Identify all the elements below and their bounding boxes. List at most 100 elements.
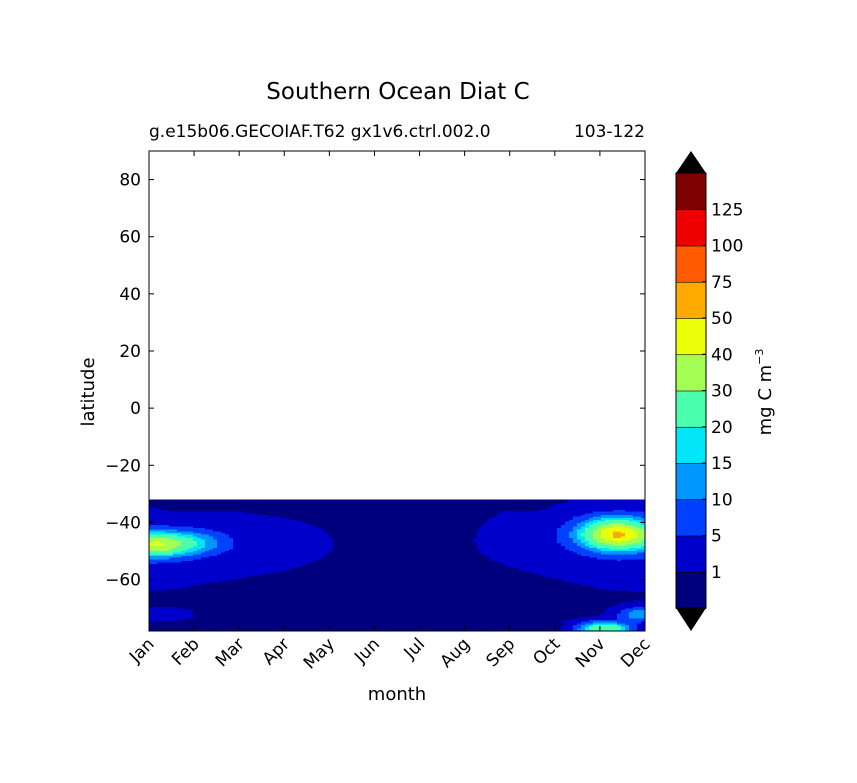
contour-cell: [325, 529, 478, 532]
contour-cell: [193, 530, 222, 534]
contour-cell: [205, 542, 218, 545]
contour-cell: [201, 547, 214, 550]
contour-cell: [229, 534, 330, 537]
contour-cell: [585, 519, 594, 522]
contour-cell: [621, 530, 638, 534]
contour-cell: [589, 619, 645, 622]
contour-cell: [601, 532, 614, 535]
contour-cell: [149, 542, 166, 545]
contour-cell: [473, 540, 558, 543]
contour-cell: [149, 509, 170, 512]
contour-cell: [289, 568, 522, 571]
contour-cell: [149, 612, 194, 616]
contour-cell: [625, 608, 645, 611]
contour-cell: [589, 517, 602, 520]
contour-cell: [149, 606, 178, 609]
contour-cell: [149, 608, 186, 611]
contour-cell: [149, 504, 554, 507]
contour-cell: [577, 524, 586, 527]
contour-cell: [173, 553, 194, 557]
contour-cell: [625, 627, 630, 630]
contour-cell: [637, 626, 645, 629]
contour-cell: [149, 516, 282, 519]
contour-cell: [193, 553, 218, 557]
contour-cell: [581, 532, 594, 535]
contour-cell: [561, 629, 574, 631]
contour-cell: [173, 547, 190, 550]
contour-cell: [149, 616, 194, 619]
contour-cell: [477, 534, 558, 537]
contour-cell: [149, 617, 186, 621]
contour-cell: [193, 614, 598, 617]
contour-cell: [149, 622, 566, 626]
contour-cell: [149, 576, 242, 580]
colorbar-tick-label: 20: [711, 418, 733, 438]
contour-cell: [185, 548, 198, 552]
contour-cell: [149, 621, 562, 624]
contour-cell: [581, 616, 618, 619]
contour-cell: [149, 522, 310, 525]
contour-cell: [621, 609, 634, 612]
contour-cell: [509, 565, 645, 568]
contour-cell: [333, 539, 474, 542]
contour-cell: [561, 542, 578, 545]
y-axis-label: latitude: [78, 357, 99, 426]
contour-cell: [161, 540, 182, 543]
contour-cell: [197, 548, 210, 552]
contour-cell: [597, 547, 610, 550]
y-tick-label: 20: [119, 342, 141, 362]
contour-cell: [201, 557, 322, 560]
contour-cell: [581, 624, 590, 627]
contour-cell: [601, 535, 614, 538]
contour-cell: [565, 619, 590, 622]
contour-cell: [565, 580, 645, 583]
contour-cell: [217, 553, 326, 557]
contour-cell: [613, 534, 626, 537]
contour-cell: [185, 535, 198, 538]
contour-cell: [621, 627, 626, 630]
contour-cell: [149, 619, 178, 622]
contour-cell: [573, 550, 594, 553]
colorbar-segment: [675, 535, 707, 573]
contour-cell: [573, 516, 594, 519]
contour-cell: [169, 509, 538, 512]
contour-cell: [641, 516, 645, 519]
contour-cell: [641, 522, 645, 525]
contour-cell: [497, 560, 645, 563]
contour-cell: [593, 621, 618, 624]
contour-cell: [605, 519, 630, 522]
y-axis: −60 −40 −20 0 20 40 60 80: [105, 171, 645, 591]
contour-cell: [477, 542, 562, 545]
contour-cell: [641, 545, 645, 548]
contour-cell: [161, 507, 546, 511]
contour-cell: [585, 629, 594, 631]
contour-cell: [601, 534, 614, 537]
contour-cell: [625, 532, 638, 535]
contour-cell: [597, 520, 638, 524]
contour-cell: [613, 525, 626, 529]
contour-cell: [557, 537, 574, 540]
contour-cell: [589, 548, 602, 552]
x-tick-label: Apr: [259, 634, 294, 669]
contour-cell: [193, 539, 206, 542]
contour-cell: [613, 509, 626, 512]
contour-cell: [561, 627, 574, 630]
contour-cell: [585, 537, 594, 540]
contour-cell: [497, 514, 582, 517]
x-tick-label: Mar: [212, 634, 249, 671]
contour-cell: [181, 542, 198, 545]
contour-cell: [205, 539, 218, 542]
contour-cell: [557, 529, 574, 532]
contour-cell: [637, 548, 645, 552]
contour-cell: [561, 624, 574, 627]
contour-cell: [617, 558, 622, 561]
contour-cell: [149, 550, 182, 553]
contour-cell: [281, 570, 530, 573]
contour-cell: [573, 537, 578, 540]
contour-cell: [205, 543, 218, 547]
x-tick-label: Jun: [350, 634, 384, 668]
contour-cell: [581, 540, 590, 543]
contour-cell: [177, 619, 566, 622]
contour-cell: [621, 540, 642, 543]
contour-cell: [593, 622, 618, 626]
